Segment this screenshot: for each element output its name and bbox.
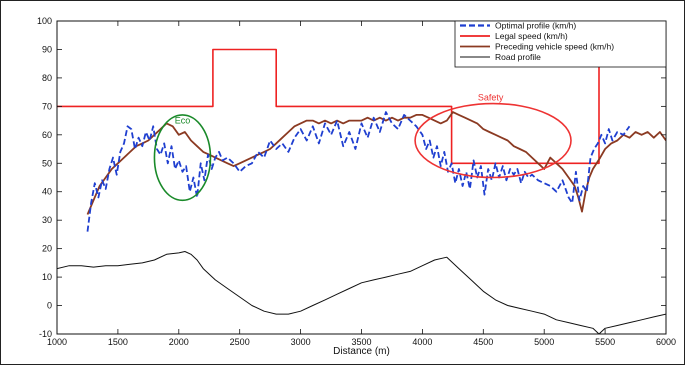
x-tick-label: 2000: [169, 337, 189, 347]
x-tick-label: 4000: [412, 337, 432, 347]
annotation-eco: Eco: [175, 115, 191, 125]
y-tick-label: -10: [39, 329, 52, 339]
series-line-4: [57, 251, 666, 334]
plot-area: [57, 21, 666, 334]
legend-label-2: Legal speed (km/h): [495, 31, 568, 41]
y-tick-label: 30: [42, 215, 52, 225]
x-tick-label: 3500: [351, 337, 371, 347]
y-tick-label: 50: [42, 158, 52, 168]
y-tick-label: 60: [42, 130, 52, 140]
y-tick-label: 70: [42, 101, 52, 111]
highlight-ellipse-1: [153, 114, 212, 202]
annotation-safety: Safety: [478, 93, 504, 103]
legend-label-1: Optimal profile (km/h): [495, 21, 576, 31]
series-line-3: [86, 111, 666, 215]
legend-label-4: Road profile: [495, 52, 541, 62]
x-tick-label: 5500: [595, 337, 615, 347]
y-tick-label: 100: [37, 16, 52, 26]
x-tick-label: 1500: [108, 337, 128, 347]
x-tick-label: 1000: [47, 337, 67, 347]
series-line-1: [86, 111, 631, 232]
x-tick-label: 6000: [656, 337, 676, 347]
x-tick-label: 2500: [230, 337, 250, 347]
y-tick-label: 0: [47, 301, 52, 311]
y-tick-label: 20: [42, 244, 52, 254]
y-tick-label: 90: [42, 44, 52, 54]
x-tick-label: 4500: [473, 337, 493, 347]
highlight-ellipse-2: [414, 102, 572, 179]
y-tick-label: 10: [42, 272, 52, 282]
x-tick-label: 3000: [291, 337, 311, 347]
x-tick-label: 5000: [534, 337, 554, 347]
y-tick-label: 80: [42, 73, 52, 83]
legend-label-3: Preceding vehicle speed (km/h): [495, 42, 614, 52]
y-tick-label: 40: [42, 187, 52, 197]
legend-box: [454, 20, 667, 68]
x-axis-label: Distance (m): [333, 346, 390, 357]
